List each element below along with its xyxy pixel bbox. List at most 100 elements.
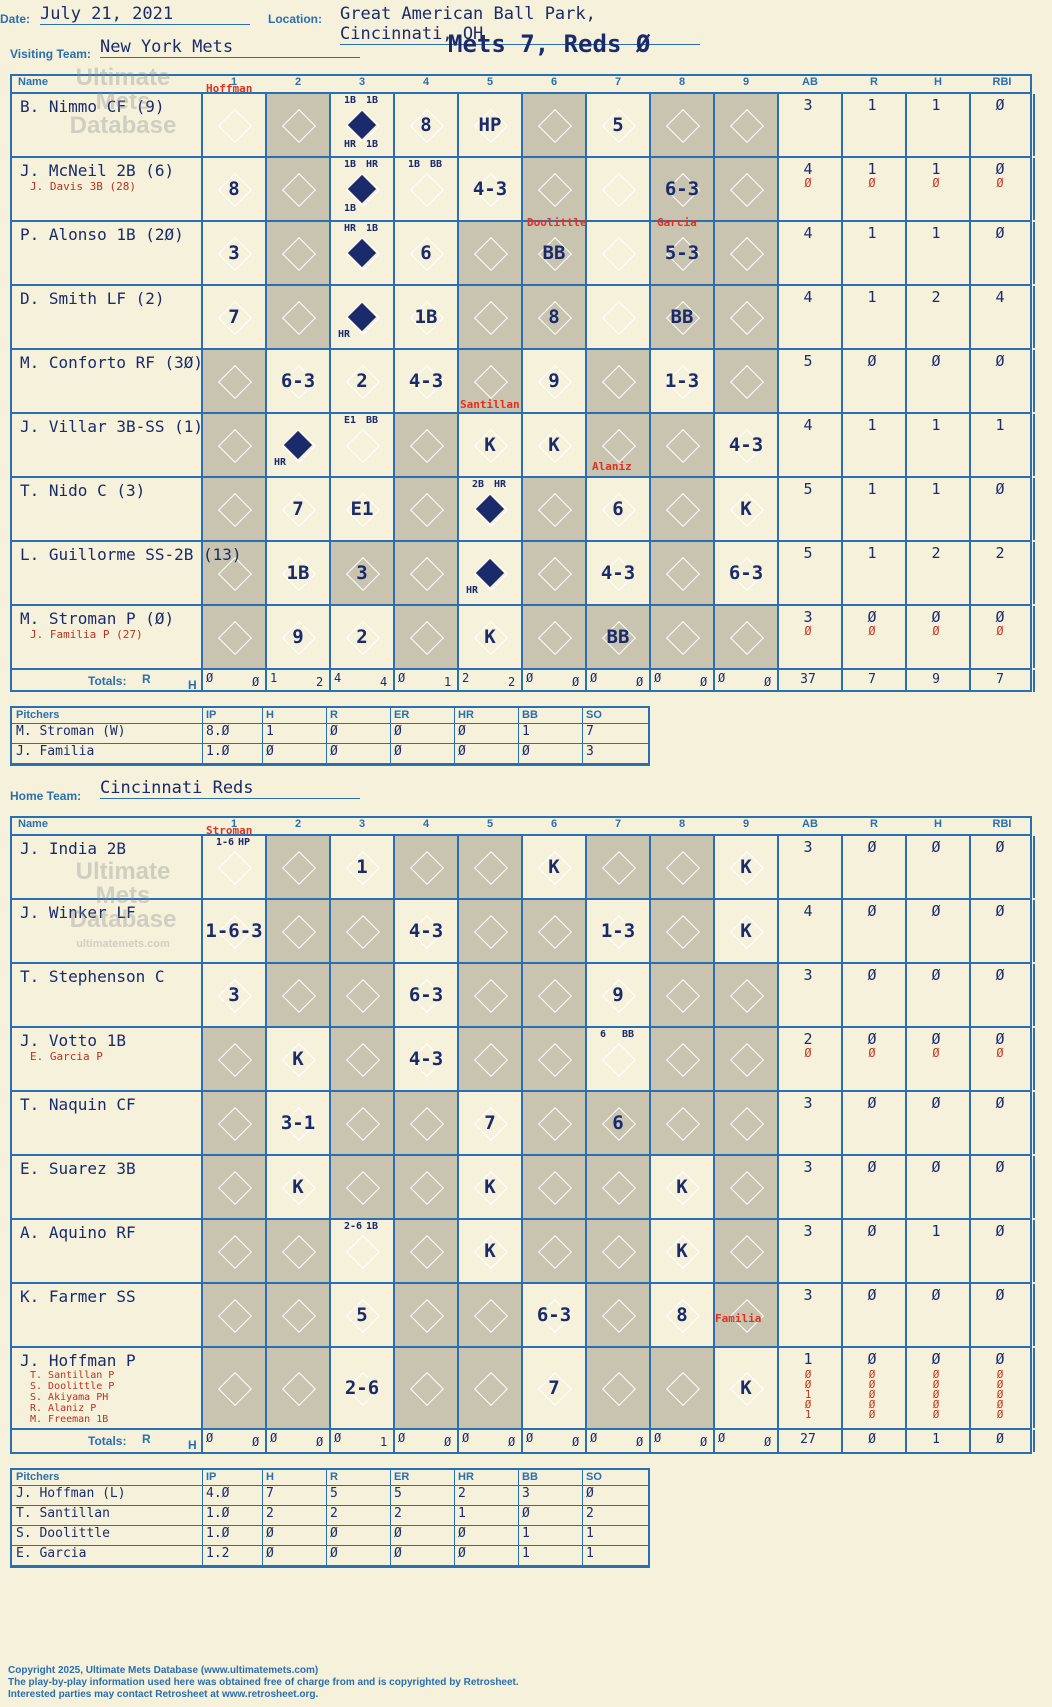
grid-line — [329, 94, 331, 156]
grid-line — [585, 350, 587, 412]
totals-h-label: H — [188, 1438, 197, 1452]
grid-line — [969, 1430, 971, 1452]
stat-ab: 3 — [803, 1158, 813, 1176]
shaded-cell — [714, 1284, 778, 1346]
play-note: 2-6 — [344, 1221, 363, 1232]
inning-hits: Ø — [700, 675, 708, 689]
stat-r: Ø — [867, 352, 877, 370]
play-result: 3 — [356, 562, 368, 584]
batter-row: J. Winker LF 1-6-3 4-3 1-3 K 4 Ø Ø Ø — [12, 900, 1035, 964]
inning-hits: Ø — [636, 675, 644, 689]
visiting-team-label: Visiting Team: — [10, 47, 91, 61]
stat-ab-sub: Ø — [804, 176, 812, 190]
substitute-name: S. Doolittle P — [30, 1381, 115, 1392]
inning-runs: Ø — [718, 671, 726, 685]
inning-header: 9 — [742, 818, 750, 830]
shaded-cell — [714, 350, 778, 412]
pitcher-cell: Ø — [394, 1526, 402, 1541]
stat-ab: 4 — [803, 288, 813, 306]
shaded-cell — [266, 964, 330, 1026]
home-run-diamond — [347, 110, 377, 140]
batter-row: B. Nimmo CF (9) 1B 1B HR 1B 8 HP 5 3 1 1 Ø — [12, 94, 1035, 158]
grid-line — [841, 350, 843, 412]
grid-line — [969, 1156, 971, 1218]
inning-header: 3 — [358, 818, 366, 830]
shaded-cell — [714, 606, 778, 668]
date-label: Date: — [0, 12, 31, 26]
shaded-cell — [330, 1156, 394, 1218]
grid-line — [265, 1348, 267, 1428]
grid-line — [521, 1348, 523, 1428]
grid-line — [841, 1028, 843, 1090]
base-diamond — [346, 1235, 380, 1269]
play-result: 7 — [228, 306, 240, 328]
stat-rbi: Ø — [995, 1158, 1005, 1176]
stat-rbi-sub: Ø — [996, 176, 1004, 190]
shaded-cell — [714, 1028, 778, 1090]
stat-header: H — [934, 818, 942, 830]
grid-line — [841, 542, 843, 604]
batter-row: J. Hoffman P T. Santillan P S. Doolittle P… — [12, 1348, 1035, 1430]
batter-name: J. McNeil 2B (6) — [20, 161, 175, 180]
pitcher-cell: Ø — [458, 724, 466, 739]
grid-line — [393, 1156, 395, 1218]
inning-hits: Ø — [572, 675, 580, 689]
inning-header: 6 — [550, 818, 558, 830]
inning-hits: 2 — [508, 675, 516, 689]
shaded-cell — [522, 1092, 586, 1154]
play-note: 6 — [600, 1029, 607, 1040]
grid-line — [265, 222, 267, 284]
grid-line — [265, 414, 267, 476]
grid-line — [393, 964, 395, 1026]
shaded-cell — [202, 478, 266, 540]
inning-runs: Ø — [398, 671, 406, 685]
play-result: 8 — [548, 306, 560, 328]
inning-hits: Ø — [252, 1435, 260, 1449]
grid-line — [1033, 606, 1035, 668]
grid-line — [713, 478, 715, 540]
grid-line — [969, 836, 971, 898]
play-result: 7 — [548, 1377, 560, 1399]
grid-line — [777, 964, 779, 1026]
grid-line — [262, 1470, 263, 1566]
play-result: 7 — [292, 498, 304, 520]
shaded-cell — [394, 1284, 458, 1346]
grid-line — [390, 1470, 391, 1566]
play-result: K — [292, 1048, 304, 1070]
grid-line — [713, 1430, 715, 1452]
pitcher-cell: Ø — [266, 744, 274, 759]
grid-line — [777, 1284, 779, 1346]
grid-line — [457, 1284, 459, 1346]
grid-line — [201, 414, 203, 476]
stat-r-sub: Ø — [868, 1378, 876, 1391]
grid-line — [201, 670, 203, 692]
stat-ab-sub: Ø — [804, 1378, 812, 1391]
grid-line — [713, 94, 715, 156]
pitcher-header: Pitchers — [16, 709, 60, 721]
play-result: K — [484, 1240, 496, 1262]
grid-line — [265, 606, 267, 668]
stat-rbi: Ø — [995, 1222, 1005, 1240]
shaded-cell — [650, 836, 714, 898]
play-result: 2 — [356, 626, 368, 648]
play-result: K — [484, 1176, 496, 1198]
grid-line — [518, 708, 519, 764]
pitcher-cell: 4.Ø — [206, 1486, 230, 1501]
header-row: Name 1 2 3 4 5 6 7 8 9 AB R H RBI — [12, 818, 1030, 836]
grid-line — [969, 94, 971, 156]
grid-line — [841, 222, 843, 284]
inning-runs: Ø — [654, 671, 662, 685]
stat-r: Ø — [867, 1286, 877, 1304]
shaded-cell — [394, 1348, 458, 1428]
play-result: 3 — [228, 984, 240, 1006]
pitcher-change-label: Stroman — [206, 824, 253, 837]
stat-ab-sub: 1 — [804, 1388, 812, 1401]
grid-line — [457, 900, 459, 962]
pitcher-header: SO — [586, 709, 602, 721]
stat-rbi: Ø — [995, 160, 1005, 178]
grid-line — [265, 900, 267, 962]
play-note: 1B — [408, 159, 421, 170]
grid-line — [713, 1156, 715, 1218]
stat-ab-sub: 1 — [804, 1408, 812, 1421]
play-result: 9 — [612, 984, 624, 1006]
